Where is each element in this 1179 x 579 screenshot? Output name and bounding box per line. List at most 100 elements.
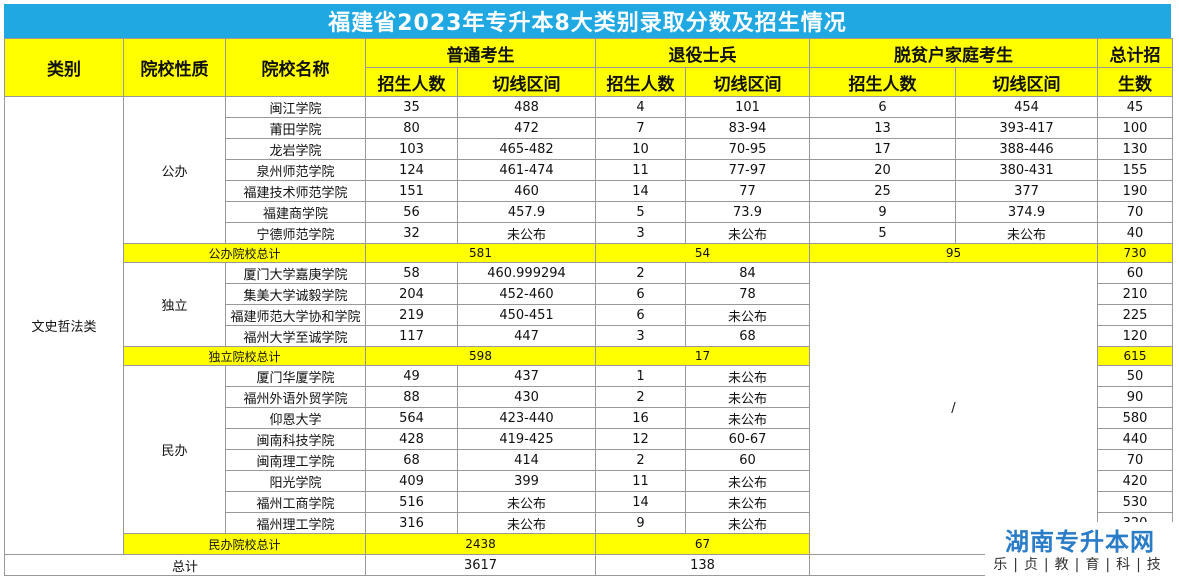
subtotal-total: 615: [1097, 346, 1173, 366]
vet-enroll: 14: [595, 491, 686, 513]
subtotal-total: 730: [1097, 243, 1173, 263]
reg-enroll: 428: [365, 428, 458, 450]
reg-cutoff: 461-474: [457, 159, 596, 181]
total-enroll: 60: [1097, 262, 1173, 284]
header-vet-cutoff: 切线区间: [685, 67, 810, 97]
reg-enroll: 124: [365, 159, 458, 181]
vet-enroll: 11: [595, 159, 686, 181]
reg-enroll: 32: [365, 222, 458, 244]
table-row: 仰恩大学 564 423-440 16 未公布 580: [5, 407, 1173, 429]
header-vet-enroll: 招生人数: [595, 67, 686, 97]
reg-cutoff: 450-451: [457, 304, 596, 326]
vet-cutoff: 未公布: [685, 304, 810, 326]
vet-cutoff: 101: [685, 96, 810, 118]
pov-enroll: 25: [809, 180, 956, 202]
reg-cutoff: 447: [457, 325, 596, 347]
reg-cutoff: 423-440: [457, 407, 596, 429]
table-row: 福州大学至诚学院 117 447 3 68 120: [5, 325, 1173, 347]
reg-enroll: 68: [365, 449, 458, 471]
table-row: 闽南理工学院 68 414 2 60 70: [5, 449, 1173, 471]
pov-cutoff: 388-446: [955, 138, 1098, 160]
vet-cutoff: 60: [685, 449, 810, 471]
pov-cutoff: 374.9: [955, 201, 1098, 223]
vet-enroll: 2: [595, 386, 686, 408]
vet-enroll: 14: [595, 180, 686, 202]
subtotal-label: 公办院校总计: [123, 243, 366, 263]
vet-enroll: 6: [595, 304, 686, 326]
school-name: 闽南理工学院: [225, 449, 366, 471]
vet-enroll: 1: [595, 365, 686, 387]
subtotal-label: 民办院校总计: [123, 533, 366, 555]
table-row: 民办 厦门华厦学院 49 437 1 未公布 50: [5, 365, 1173, 534]
header-reg-cutoff: 切线区间: [457, 67, 596, 97]
nature-cell: 独立: [123, 262, 226, 347]
reg-enroll: 49: [365, 365, 458, 387]
reg-cutoff: 未公布: [457, 512, 596, 534]
vet-enroll: 9: [595, 512, 686, 534]
reg-enroll: 58: [365, 262, 458, 284]
pov-cutoff: 454: [955, 96, 1098, 118]
vet-cutoff: 未公布: [685, 222, 810, 244]
total-enroll: 580: [1097, 407, 1173, 429]
header-pov-cutoff: 切线区间: [955, 67, 1098, 97]
total-enroll: 40: [1097, 222, 1173, 244]
school-name: 厦门大学嘉庚学院: [225, 262, 366, 284]
poverty-na-cell: /: [809, 262, 1098, 555]
total-enroll: 420: [1097, 470, 1173, 492]
table-row: 独立 厦门大学嘉庚学院 58 460.999294 2 84/60: [5, 262, 1173, 555]
vet-cutoff: 78: [685, 283, 810, 305]
watermark-sub: 乐|贞|教|育|科|技: [993, 557, 1167, 573]
vet-enroll: 7: [595, 117, 686, 139]
total-enroll: 50: [1097, 365, 1173, 387]
school-name: 福州工商学院: [225, 491, 366, 513]
reg-cutoff: 452-460: [457, 283, 596, 305]
vet-enroll: 4: [595, 96, 686, 118]
vet-cutoff: 未公布: [685, 491, 810, 513]
vet-cutoff: 77-97: [685, 159, 810, 181]
reg-enroll: 516: [365, 491, 458, 513]
school-name: 福建师范大学协和学院: [225, 304, 366, 326]
table-row: 集美大学诚毅学院 204 452-460 6 78 210: [5, 283, 1173, 305]
table-row: 福州外语外贸学院 88 430 2 未公布 90: [5, 386, 1173, 408]
school-name: 福州外语外贸学院: [225, 386, 366, 408]
table-row: 文史哲法类 公办 闽江学院 35 488 4 101 6 454 45: [4, 96, 1173, 555]
header-school: 院校名称: [225, 38, 366, 97]
reg-enroll: 204: [365, 283, 458, 305]
header-row-1: 类别 院校性质 院校名称 普通考生 退役士兵 脱贫户家庭考生 总计招: [4, 38, 1173, 97]
reg-enroll: 117: [365, 325, 458, 347]
reg-enroll: 88: [365, 386, 458, 408]
reg-cutoff: 430: [457, 386, 596, 408]
pov-cutoff: 380-431: [955, 159, 1098, 181]
header-reg-enroll: 招生人数: [365, 67, 458, 97]
subtotal-label: 独立院校总计: [123, 346, 366, 366]
total-enroll: 70: [1097, 449, 1173, 471]
vet-enroll: 5: [595, 201, 686, 223]
reg-cutoff: 457.9: [457, 201, 596, 223]
vet-cutoff: 未公布: [685, 365, 810, 387]
header-category: 类别: [4, 38, 124, 97]
admission-table: 类别 院校性质 院校名称 普通考生 退役士兵 脱贫户家庭考生 总计招 招生人数 …: [4, 38, 1173, 576]
school-name: 福建技术师范学院: [225, 180, 366, 202]
pov-enroll: 17: [809, 138, 956, 160]
pov-enroll: 5: [809, 222, 956, 244]
pov-cutoff: 377: [955, 180, 1098, 202]
reg-cutoff: 437: [457, 365, 596, 387]
reg-enroll: 409: [365, 470, 458, 492]
school-name: 泉州师范学院: [225, 159, 366, 181]
total-enroll: 210: [1097, 283, 1173, 305]
vet-cutoff: 未公布: [685, 407, 810, 429]
reg-enroll: 564: [365, 407, 458, 429]
reg-enroll: 35: [365, 96, 458, 118]
subtotal-reg: 581: [365, 243, 596, 263]
reg-cutoff: 399: [457, 470, 596, 492]
header-nature: 院校性质: [123, 38, 226, 97]
reg-cutoff: 414: [457, 449, 596, 471]
subtotal-pov: 95: [809, 243, 1098, 263]
sheet-title: 福建省2023年专升本8大类别录取分数及招生情况: [4, 4, 1171, 38]
total-enroll: 190: [1097, 180, 1173, 202]
reg-cutoff: 460.999294: [457, 262, 596, 284]
reg-enroll: 56: [365, 201, 458, 223]
reg-cutoff: 未公布: [457, 491, 596, 513]
table-row: 闽南科技学院 428 419-425 12 60-67 440: [5, 428, 1173, 450]
